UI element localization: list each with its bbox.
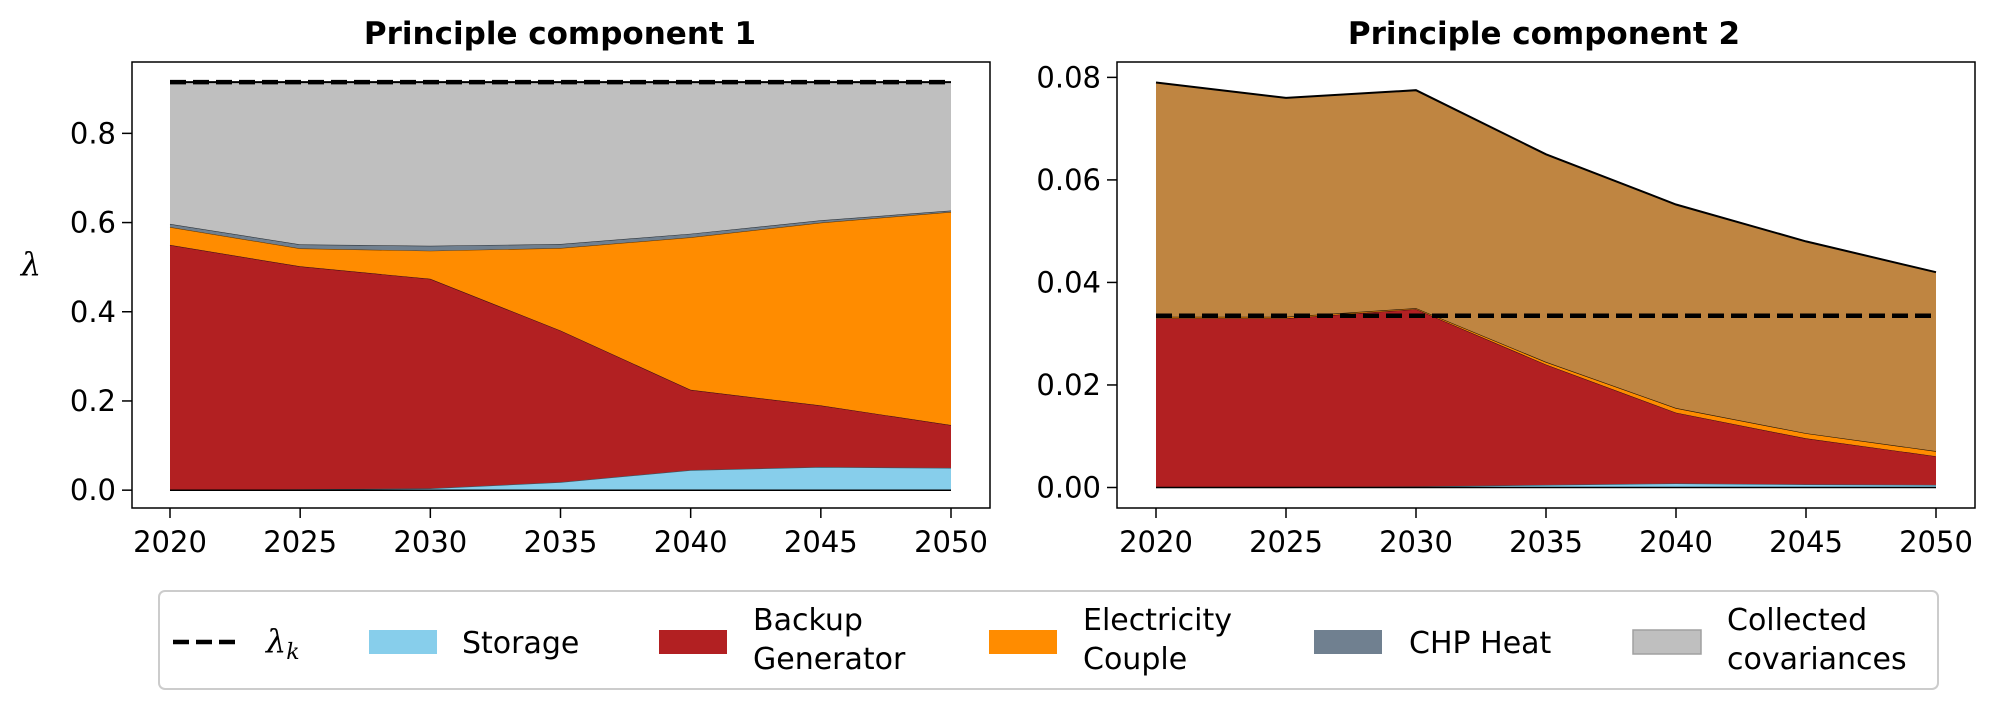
area-layers (169, 81, 952, 491)
y-tick-label: 0.06 (1036, 163, 1101, 197)
area-electricity-couple (170, 211, 951, 425)
x-tick-label: 2025 (1249, 525, 1323, 559)
area-collected-covariances (170, 82, 951, 246)
y-tick-label: 0.08 (1036, 60, 1101, 94)
x-tick-label: 2045 (784, 525, 858, 559)
legend-label-line-1: Backup (753, 603, 863, 638)
legend: λk Storage Backup Generator Electricity … (158, 590, 1939, 690)
area-storage (170, 467, 951, 491)
y-tick-label: 0.04 (1036, 265, 1101, 299)
chart-title: Principle component 2 (1348, 16, 1740, 52)
x-tick-label: 2030 (1379, 525, 1453, 559)
chart-title: Principle component 1 (364, 16, 756, 52)
x-tick-label: 2050 (1899, 525, 1973, 559)
x-tick-label: 2020 (1119, 525, 1193, 559)
x-tick-label: 2030 (393, 525, 467, 559)
y-axis-label: λ (19, 245, 41, 283)
legend-item-lambda-k: λk (173, 622, 300, 665)
legend-label-line-2: covariances (1727, 642, 1907, 677)
x-tick-label: 2020 (133, 525, 207, 559)
x-tick-label: 2050 (914, 525, 988, 559)
area-layers (1155, 81, 1937, 489)
backup-generator-swatch (659, 630, 727, 654)
y-tick-label: 0.0 (70, 473, 116, 507)
area-collected-covariances (1156, 82, 1936, 452)
panel-principle-component-2: Principle component 2 0.000.020.040.060.… (1036, 16, 1976, 559)
x-ticks: 2020 2025 2030 2035 2040 2045 2050 (133, 508, 988, 559)
y-tick-label: 0.4 (70, 295, 116, 329)
legend-label-line-1: Collected (1727, 603, 1867, 638)
x-tick-label: 2035 (1509, 525, 1583, 559)
x-tick-label: 2040 (1639, 525, 1713, 559)
lambda-symbol: λ (264, 622, 286, 660)
x-tick-label: 2045 (1769, 525, 1843, 559)
legend-label: Storage (462, 626, 579, 661)
legend-item-chp-heat: CHP Heat (1314, 626, 1552, 661)
y-tick-label: 0.8 (70, 116, 116, 150)
x-tick-label: 2035 (524, 525, 598, 559)
y-ticks: 0.00 0.02 0.04 0.06 0.08 (1036, 60, 1117, 504)
y-ticks: 0.0 0.2 0.4 0.6 0.8 (70, 116, 132, 507)
legend-item-collected-covariances: Collected covariances (1632, 603, 1907, 677)
y-tick-label: 0.2 (70, 384, 116, 418)
y-tick-label: 0.00 (1036, 470, 1101, 504)
legend-item-backup-generator: Backup Generator (659, 603, 906, 677)
collected-covariances-swatch (1632, 629, 1702, 655)
area-backup-generator (1156, 309, 1936, 488)
electricity-couple-swatch (989, 630, 1057, 654)
area-backup-generator (170, 244, 951, 491)
lambda-subscript: k (286, 640, 299, 665)
legend-label: CHP Heat (1409, 626, 1552, 661)
y-tick-label: 0.02 (1036, 368, 1101, 402)
x-tick-label: 2040 (654, 525, 728, 559)
chp-heat-swatch (1314, 630, 1382, 654)
legend-label-line-2: Couple (1083, 642, 1187, 677)
storage-swatch (369, 630, 437, 654)
y-tick-label: 0.6 (70, 206, 116, 240)
panel-principle-component-1: Principle component 1 λ 0.00.20.40.60.8 … (19, 16, 991, 559)
legend-item-electricity-couple: Electricity Couple (989, 603, 1232, 677)
x-ticks: 2020 2025 2030 2035 2040 2045 2050 (1119, 508, 1973, 559)
legend-label: λk (264, 622, 300, 665)
legend-label-line-2: Generator (753, 642, 906, 677)
legend-item-storage: Storage (369, 626, 579, 661)
area-edge-collected-covariances (1155, 81, 1937, 274)
area-electricity-couple (1156, 308, 1936, 457)
legend-label-line-1: Electricity (1083, 603, 1232, 638)
x-tick-label: 2025 (263, 525, 337, 559)
